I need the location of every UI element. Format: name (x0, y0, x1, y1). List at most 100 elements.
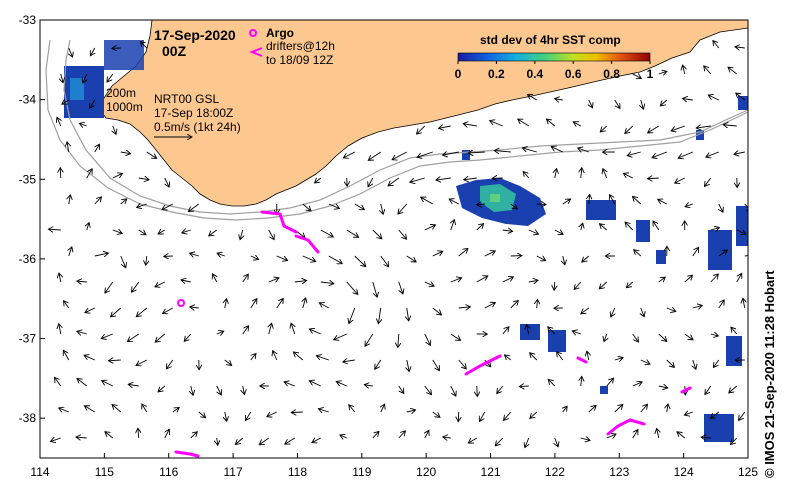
current-arrow (589, 99, 593, 108)
plot-frame (39, 19, 749, 459)
current-arrow (450, 333, 461, 340)
current-arrow (464, 178, 477, 180)
current-arrow (242, 326, 249, 335)
current-arrow (536, 204, 546, 205)
current-arrow (632, 196, 642, 205)
current-arrow (138, 230, 146, 235)
current-arrow (675, 177, 685, 183)
current-arrow (525, 437, 529, 448)
current-arrow (398, 385, 404, 393)
current-arrow (711, 411, 720, 419)
current-arrow (112, 405, 122, 413)
current-arrow (375, 359, 382, 369)
colorbar-tick-label: 0.4 (526, 67, 543, 81)
current-arrow (57, 117, 61, 127)
current-arrow (312, 438, 321, 443)
current-arrow (683, 65, 685, 75)
current-arrow (519, 386, 529, 387)
current-arrow (291, 323, 295, 335)
current-arrow (604, 333, 607, 342)
credit-label: © IMOS 21-Sep-2020 11:28 Hobart (762, 270, 777, 478)
current-arrow (165, 429, 170, 439)
current-arrow (527, 94, 537, 101)
current-arrow (719, 203, 723, 212)
current-arrow (718, 300, 724, 309)
x-axis-ticks: 114 115 116 117 118 119 120 121 122 123 124 125 (30, 453, 758, 479)
current-arrow (343, 360, 355, 362)
colorbar-ticks: 0 0.2 0.4 0.6 0.8 1 (455, 61, 654, 81)
current-arrow (736, 230, 746, 234)
current-arrow (417, 125, 426, 134)
current-arrow (378, 307, 380, 324)
current-arrow (417, 151, 433, 157)
current-arrow (291, 412, 303, 413)
current-arrow (138, 428, 139, 439)
current-arrow (484, 251, 496, 257)
current-arrow (490, 121, 503, 127)
current-arrow (217, 385, 222, 395)
current-arrow (588, 405, 596, 413)
current-arrow (510, 204, 518, 209)
current-arrow (731, 327, 738, 335)
current-arrow (346, 281, 358, 294)
scale-label: 0.5m/s (1kt 24h) (154, 120, 241, 134)
current-arrow (62, 100, 69, 104)
current-arrow (614, 404, 623, 413)
x-tick-label: 125 (738, 465, 758, 479)
current-arrow (268, 278, 279, 282)
current-arrow (432, 359, 440, 371)
current-arrow (77, 281, 87, 282)
current-arrow (372, 229, 382, 239)
current-arrow (303, 298, 306, 309)
current-arrow (666, 308, 676, 312)
current-arrow (285, 437, 296, 444)
current-arrow (142, 404, 148, 413)
current-arrow (138, 178, 149, 180)
land-mass (99, 20, 748, 207)
current-arrow (718, 250, 728, 257)
current-arrow (50, 438, 61, 442)
current-arrow (276, 298, 283, 309)
x-tick-label: 115 (95, 465, 114, 479)
current-arrow (165, 177, 169, 187)
current-arrow (504, 411, 512, 420)
y-axis-ticks: -33 -34 -35 -36 -37 -38 (19, 13, 45, 425)
map-time: 00Z (162, 43, 187, 59)
current-arrow (120, 255, 126, 268)
current-arrow (554, 281, 555, 290)
current-arrow (136, 359, 147, 366)
current-arrow (225, 299, 227, 309)
current-arrow (632, 382, 642, 386)
current-arrow (328, 255, 342, 264)
current-arrow (449, 199, 459, 205)
current-arrow (320, 282, 334, 284)
map-date: 17-Sep-2020 (154, 27, 236, 43)
current-arrow (259, 437, 270, 445)
current-arrow (705, 385, 712, 395)
current-arrow (217, 253, 225, 256)
current-arrow (502, 230, 513, 231)
current-arrow (69, 195, 71, 205)
x-tick-label: 119 (352, 465, 371, 479)
current-arrow (599, 281, 608, 289)
current-arrow (424, 385, 432, 395)
current-arrow (128, 384, 139, 386)
current-arrow (48, 229, 61, 230)
y-tick-label: -36 (19, 252, 37, 266)
current-arrow (693, 359, 696, 369)
x-tick-label: 114 (30, 465, 49, 479)
current-arrow (479, 411, 486, 421)
current-arrow (372, 281, 377, 297)
current-arrow (648, 125, 660, 133)
current-arrow (614, 358, 623, 360)
drifter-tracks (174, 210, 692, 458)
current-arrow (626, 281, 634, 288)
current-arrow (701, 437, 711, 438)
current-arrow (609, 195, 616, 205)
current-arrow (111, 307, 122, 317)
current-arrow (166, 359, 174, 369)
current-arrow (410, 177, 425, 182)
current-arrow (623, 173, 633, 179)
current-vectors (48, 41, 748, 448)
current-arrow (518, 119, 530, 127)
